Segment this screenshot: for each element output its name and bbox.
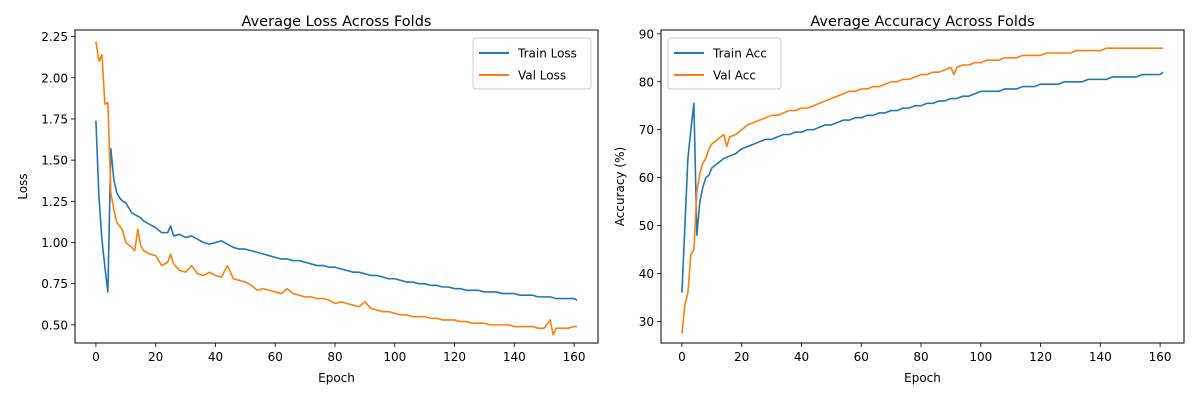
loss-x-tick-label: 140 xyxy=(503,350,526,364)
loss-x-tick-label: 160 xyxy=(563,350,586,364)
accuracy-x-tick-label: 100 xyxy=(969,350,992,364)
accuracy-y-axis-label: Accuracy (%) xyxy=(613,147,627,226)
loss-y-tick-label: 2.25 xyxy=(41,30,68,44)
accuracy-x-tick-label: 0 xyxy=(678,350,686,364)
loss-chart: Average Loss Across Folds 0 20 40 60 80 100 12… xyxy=(16,14,599,385)
accuracy-x-axis-label: Epoch xyxy=(904,371,941,385)
loss-y-tick-label: 1.25 xyxy=(41,195,68,209)
accuracy-y-tick-label: 80 xyxy=(639,75,654,89)
loss-series-line-train xyxy=(95,120,578,301)
loss-legend-box xyxy=(472,37,592,90)
accuracy-x-tick-label: 160 xyxy=(1149,350,1172,364)
accuracy-chart-title: Average Accuracy Across Folds xyxy=(810,14,1034,30)
loss-chart-title: Average Loss Across Folds xyxy=(242,14,432,30)
accuracy-y-tick-label: 30 xyxy=(639,315,654,329)
accuracy-y-tick-label: 40 xyxy=(639,267,654,281)
accuracy-series-line-train xyxy=(681,71,1164,293)
loss-x-tick-label: 100 xyxy=(383,350,406,364)
loss-x-tick-label: 120 xyxy=(443,350,466,364)
accuracy-legend: Train Acc Val Acc xyxy=(667,37,782,90)
accuracy-legend-box xyxy=(667,37,782,90)
accuracy-x-tick-label: 120 xyxy=(1029,350,1052,364)
accuracy-y-tick-label: 70 xyxy=(639,123,654,137)
accuracy-legend-label-val: Val Acc xyxy=(713,69,756,83)
loss-y-tick-label: 0.50 xyxy=(41,318,68,332)
accuracy-x-tick-label: 40 xyxy=(794,350,809,364)
loss-y-tick-label: 0.75 xyxy=(41,277,68,291)
loss-y-tick-label: 1.00 xyxy=(41,236,68,250)
loss-x-tick-label: 20 xyxy=(148,350,163,364)
loss-x-tick-label: 80 xyxy=(327,350,342,364)
loss-legend: Train Loss Val Loss xyxy=(472,37,592,90)
loss-series-line-val xyxy=(95,41,578,336)
accuracy-x-tick-label: 140 xyxy=(1089,350,1112,364)
accuracy-y-tick-label: 90 xyxy=(639,27,654,41)
loss-plot-frame xyxy=(74,29,599,344)
loss-x-tick-label: 60 xyxy=(268,350,283,364)
accuracy-series-line-val xyxy=(681,47,1164,334)
loss-x-tick-label: 40 xyxy=(208,350,223,364)
accuracy-x-tick-label: 20 xyxy=(734,350,749,364)
accuracy-plot-frame xyxy=(660,29,1185,344)
loss-legend-label-val: Val Loss xyxy=(518,69,566,83)
accuracy-y-tick-label: 60 xyxy=(639,171,654,185)
loss-x-tick-label: 0 xyxy=(92,350,100,364)
loss-x-axis-label: Epoch xyxy=(318,371,355,385)
loss-y-tick-label: 1.75 xyxy=(41,112,68,126)
loss-legend-label-train: Train Loss xyxy=(517,47,577,61)
loss-y-tick-label: 2.00 xyxy=(41,71,68,85)
loss-y-tick-label: 1.50 xyxy=(41,154,68,168)
accuracy-legend-label-train: Train Acc xyxy=(712,47,767,61)
accuracy-x-tick-label: 80 xyxy=(913,350,928,364)
loss-y-axis-label: Loss xyxy=(16,173,30,199)
accuracy-chart: Average Accuracy Across Folds 0 20 40 60 80 1… xyxy=(613,14,1185,385)
accuracy-x-tick-label: 60 xyxy=(854,350,869,364)
accuracy-y-tick-label: 50 xyxy=(639,219,654,233)
